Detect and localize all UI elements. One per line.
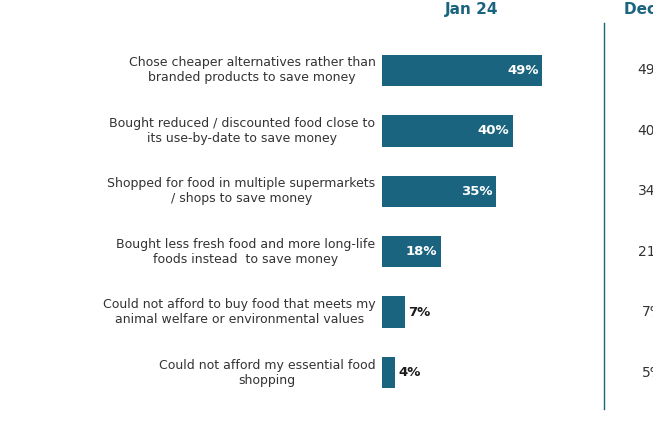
Bar: [382, 55, 542, 86]
Bar: [382, 357, 395, 389]
Text: 49%: 49%: [637, 63, 653, 78]
Text: Jan 24: Jan 24: [445, 2, 498, 17]
Text: Could not afford my essential food
shopping: Could not afford my essential food shopp…: [159, 359, 375, 387]
Text: 40%: 40%: [478, 124, 509, 137]
Bar: [382, 236, 441, 268]
Text: 4%: 4%: [398, 366, 421, 379]
Text: Bought reduced / discounted food close to
its use-by-date to save money: Bought reduced / discounted food close t…: [110, 117, 375, 145]
Text: 7%: 7%: [408, 306, 430, 319]
Text: Bought less fresh food and more long-life
foods instead  to save money: Bought less fresh food and more long-lif…: [116, 238, 375, 266]
Text: Chose cheaper alternatives rather than
branded products to save money: Chose cheaper alternatives rather than b…: [129, 56, 375, 84]
Text: Could not afford to buy food that meets my
animal welfare or environmental value: Could not afford to buy food that meets …: [103, 298, 375, 326]
Bar: [382, 115, 513, 147]
Text: 40%: 40%: [638, 124, 653, 138]
Text: 35%: 35%: [462, 185, 493, 198]
Text: 21%: 21%: [637, 245, 653, 259]
Text: Shopped for food in multiple supermarkets
/ shops to save money: Shopped for food in multiple supermarket…: [107, 177, 375, 205]
Text: 49%: 49%: [507, 64, 539, 77]
Bar: [382, 176, 496, 207]
Text: 18%: 18%: [406, 245, 438, 258]
Bar: [382, 296, 405, 328]
Text: 34%: 34%: [638, 184, 653, 198]
Text: Dec 23: Dec 23: [624, 2, 653, 17]
Text: 5%: 5%: [642, 366, 653, 380]
Text: 7%: 7%: [642, 305, 653, 319]
